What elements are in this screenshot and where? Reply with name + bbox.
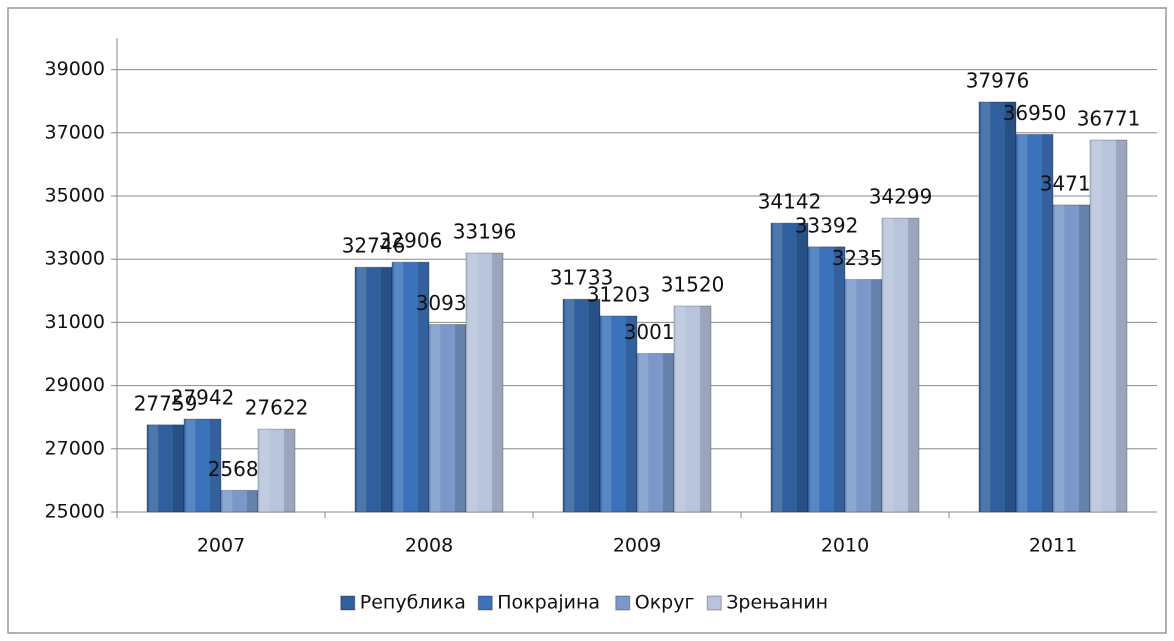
bar-shade — [172, 424, 184, 512]
legend-swatch — [706, 595, 722, 611]
data-label: 33196 — [453, 220, 517, 244]
bar-shade — [907, 218, 919, 512]
bar-shade — [796, 223, 808, 512]
bar-highlight — [468, 253, 478, 512]
bar-shade — [588, 299, 600, 512]
legend-label: Република — [360, 592, 466, 614]
bar-highlight — [639, 353, 649, 512]
bar-shade — [699, 305, 711, 512]
bar-highlight — [260, 429, 270, 512]
data-label: 31203 — [587, 282, 651, 306]
bar-highlight — [357, 267, 367, 512]
legend-label: Зрењанин — [726, 592, 828, 614]
bar-shade — [209, 419, 221, 512]
legend-label: Покрајина — [497, 592, 600, 614]
data-label: 34299 — [869, 185, 933, 209]
bar — [844, 278, 883, 513]
bar-shade — [625, 315, 637, 512]
bar-shade — [454, 324, 466, 512]
legend-label: Округ — [635, 592, 695, 614]
y-tick-label: 31000 — [45, 311, 105, 333]
bar-shade — [1004, 101, 1016, 512]
bar — [1089, 139, 1128, 513]
bar-highlight — [565, 299, 575, 512]
bar — [354, 266, 393, 513]
y-tick-label: 37000 — [45, 121, 105, 143]
data-label: 27942 — [171, 386, 235, 410]
bar — [465, 252, 504, 513]
bar-highlight — [431, 324, 441, 512]
bar-highlight — [676, 305, 686, 512]
bar-highlight — [602, 315, 612, 512]
bar-highlight — [773, 223, 783, 512]
x-tick-label: 2009 — [613, 535, 661, 557]
bar — [183, 418, 222, 513]
bar-shade — [491, 253, 503, 512]
bar — [428, 323, 467, 513]
x-tick-label: 2008 — [405, 535, 453, 557]
bar-shade — [246, 490, 258, 512]
data-label: 36771 — [1077, 107, 1141, 131]
bar-highlight — [1055, 204, 1065, 512]
bar — [807, 246, 846, 513]
x-tick-label: 2010 — [821, 535, 869, 557]
data-label: 27622 — [245, 396, 309, 420]
bar-shade — [417, 262, 429, 512]
bar-highlight — [847, 279, 857, 512]
bar-shade — [870, 279, 882, 512]
data-label: 32906 — [379, 229, 443, 253]
bar-highlight — [1018, 134, 1028, 512]
bar — [146, 424, 185, 513]
y-tick-label: 33000 — [45, 248, 105, 270]
bar-highlight — [884, 218, 894, 512]
data-label: 27759 — [134, 391, 198, 415]
data-label: 33392 — [795, 213, 859, 237]
legend-swatch — [615, 595, 631, 611]
bar — [257, 428, 296, 513]
legend-swatch — [477, 595, 493, 611]
x-tick-label: 2011 — [1029, 535, 1077, 557]
bar — [636, 352, 675, 513]
bar-shade — [283, 429, 295, 512]
bar — [562, 298, 601, 513]
bar-highlight — [1092, 140, 1102, 512]
data-label: 32746 — [342, 234, 406, 258]
bar-highlight — [394, 262, 404, 512]
bar-shade — [1041, 134, 1053, 512]
bar-shade — [380, 267, 392, 512]
data-label: 37976 — [966, 68, 1030, 92]
x-tick-label: 2007 — [197, 535, 245, 557]
bar — [673, 305, 712, 513]
bar — [1052, 204, 1091, 513]
data-label: 34142 — [758, 190, 822, 214]
legend-swatch — [340, 595, 356, 611]
data-label: 31520 — [661, 272, 725, 296]
bar-shade — [1115, 140, 1127, 512]
bar-shade — [662, 353, 674, 512]
y-tick-label: 35000 — [45, 185, 105, 207]
bar — [770, 222, 809, 513]
data-label: 36950 — [1003, 101, 1067, 125]
y-tick-label: 27000 — [45, 437, 105, 459]
y-tick-label: 39000 — [45, 58, 105, 80]
bar-highlight — [810, 246, 820, 512]
data-label: 31733 — [550, 266, 614, 290]
bar — [881, 217, 920, 513]
bar-highlight — [149, 424, 159, 512]
bar — [599, 315, 638, 513]
y-tick-label: 25000 — [45, 501, 105, 523]
bar-shade — [833, 246, 845, 512]
y-tick-label: 29000 — [45, 374, 105, 396]
bar-highlight — [186, 419, 196, 512]
bar-highlight — [981, 101, 991, 512]
bar-highlight — [223, 490, 233, 512]
bar-shade — [1078, 204, 1090, 512]
